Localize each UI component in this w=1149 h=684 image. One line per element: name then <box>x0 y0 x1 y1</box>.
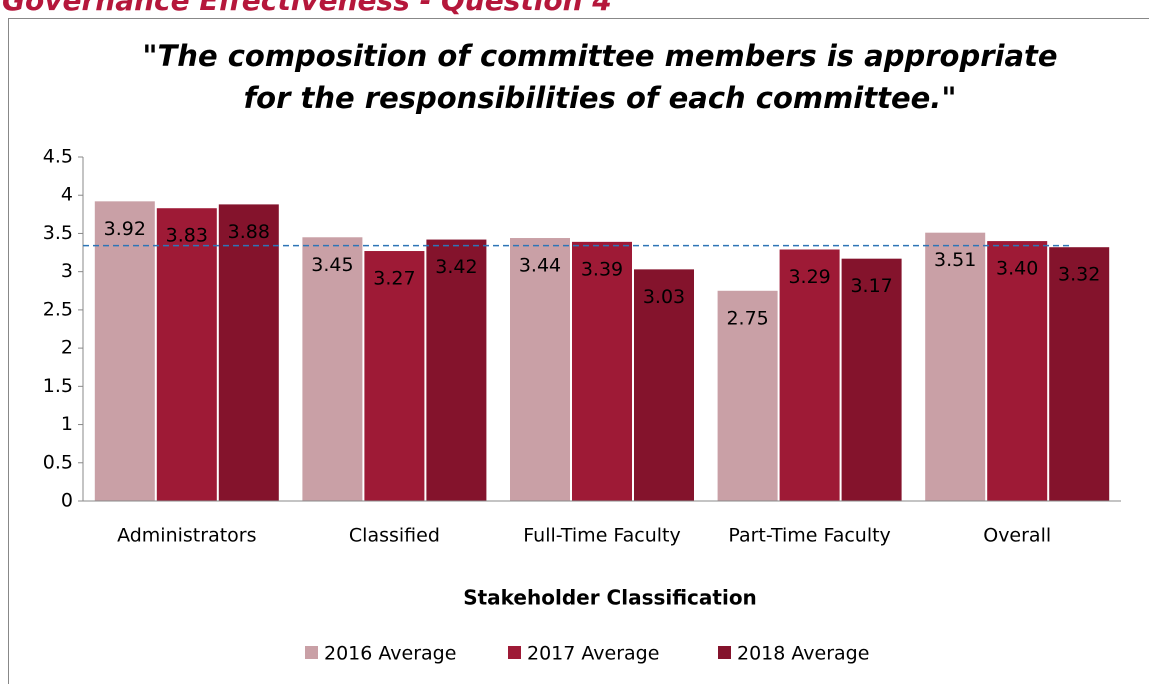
bar <box>987 241 1048 502</box>
y-tick-label: 0 <box>61 490 73 512</box>
x-tick-label: Full-Time Faculty <box>523 525 680 547</box>
bar <box>426 239 487 501</box>
chart-title: "The composition of committee members is… <box>142 39 1057 73</box>
legend-swatch <box>305 646 318 659</box>
bar <box>925 232 986 501</box>
chart-title: for the responsibilities of each committ… <box>244 81 957 115</box>
y-tick-label: 2 <box>61 337 73 359</box>
y-tick-label: 1.5 <box>43 375 73 397</box>
legend-swatch <box>508 646 521 659</box>
legend-label: 2017 Average <box>527 643 659 665</box>
legend-swatch <box>718 646 731 659</box>
value-label: 3.27 <box>373 268 415 290</box>
bar <box>364 251 425 501</box>
y-tick-label: 2.5 <box>43 298 73 320</box>
bar <box>218 204 279 501</box>
bar <box>841 258 902 501</box>
value-label: 3.39 <box>581 258 623 280</box>
value-label: 3.45 <box>311 254 353 276</box>
value-label: 3.29 <box>788 266 830 288</box>
value-label: 3.17 <box>850 275 892 297</box>
bar <box>634 269 694 501</box>
y-tick-label: 4.5 <box>43 146 73 168</box>
x-axis-label: Stakeholder Classification <box>463 586 757 610</box>
bar <box>717 290 778 501</box>
value-label: 3.42 <box>435 256 477 278</box>
value-label: 3.88 <box>228 221 270 243</box>
y-tick-label: 1 <box>61 413 73 435</box>
bar <box>156 208 217 501</box>
value-label: 3.40 <box>996 258 1038 280</box>
value-label: 3.83 <box>166 225 208 247</box>
x-tick-label: Overall <box>983 525 1051 547</box>
x-tick-label: Classified <box>349 525 440 547</box>
legend-label: 2016 Average <box>324 643 456 665</box>
legend-label: 2018 Average <box>737 643 869 665</box>
bar <box>572 241 632 501</box>
value-label: 2.75 <box>726 307 768 329</box>
x-tick-label: Administrators <box>117 525 256 547</box>
value-label: 3.51 <box>934 249 976 271</box>
bar <box>1049 247 1110 501</box>
x-tick-label: Part-Time Faculty <box>728 525 890 547</box>
bar <box>94 201 155 502</box>
value-label: 3.44 <box>519 255 561 277</box>
bar <box>302 237 363 501</box>
value-label: 3.03 <box>643 286 685 308</box>
bar <box>779 249 840 501</box>
page-heading: Governance Effectiveness - Question 4 <box>2 0 612 17</box>
y-tick-label: 3 <box>61 260 73 282</box>
y-tick-label: 4 <box>61 184 73 206</box>
y-tick-label: 3.5 <box>43 222 73 244</box>
value-label: 3.92 <box>104 218 146 240</box>
value-label: 3.32 <box>1058 264 1100 286</box>
y-tick-label: 0.5 <box>43 451 73 473</box>
bar <box>510 238 570 501</box>
chart-frame <box>8 18 1149 684</box>
